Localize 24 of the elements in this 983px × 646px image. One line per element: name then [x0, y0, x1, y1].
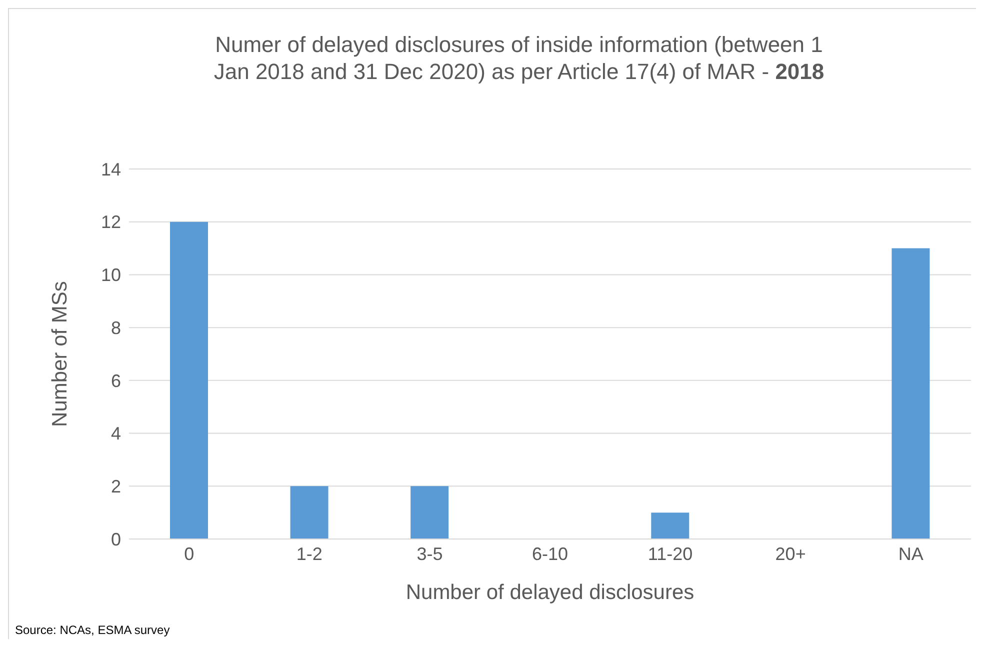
- x-tick-label: 1-2: [296, 544, 322, 564]
- x-tick-label: 0: [184, 544, 194, 564]
- y-axis-title: Number of MSs: [48, 281, 72, 427]
- bar: [892, 248, 930, 539]
- x-axis-title: Number of delayed disclosures: [406, 581, 694, 604]
- x-tick-label: 20+: [775, 544, 806, 564]
- bar: [170, 222, 208, 539]
- source-note: Source: NCAs, ESMA survey: [15, 623, 170, 637]
- y-tick-label: 12: [100, 212, 121, 232]
- y-tick-label: 10: [100, 265, 121, 286]
- x-tick-label: 6-10: [532, 544, 568, 564]
- y-tick-label: 4: [110, 424, 121, 444]
- bar: [651, 512, 690, 539]
- chart-title: Numer of delayed disclosures of inside information (between 1 Jan 2018 and 31 Dec 2020) as per Article 17(4) of MAR - 2018: [212, 31, 826, 85]
- x-tick-label: 11-20: [648, 544, 693, 564]
- x-tick-label: NA: [898, 544, 924, 564]
- bar: [290, 486, 328, 539]
- x-tick-label: 3-5: [416, 544, 443, 564]
- y-tick-label: 6: [110, 370, 121, 391]
- y-tick-label: 2: [110, 476, 121, 497]
- y-tick-label: 14: [100, 159, 121, 180]
- bar: [410, 486, 449, 539]
- y-tick-label: 8: [110, 318, 121, 338]
- y-tick-label: 0: [110, 529, 121, 550]
